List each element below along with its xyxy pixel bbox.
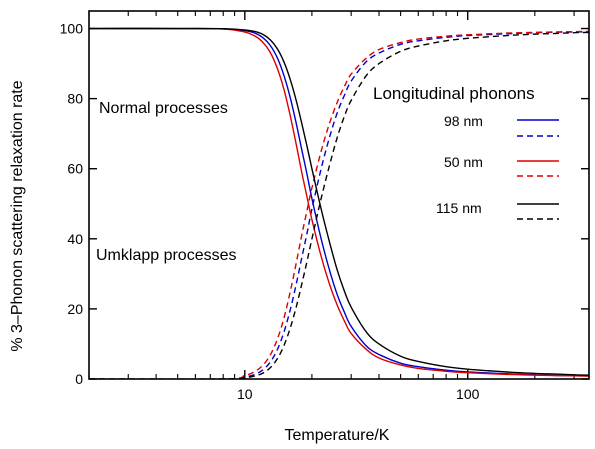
x-axis-ticks: 10 100 [237, 11, 480, 402]
series-line-115nm-dashed [89, 31, 589, 379]
series-line-50nm-dashed [89, 30, 589, 379]
x-axis-label: Temperature/K [285, 427, 390, 444]
plot-frame [88, 10, 590, 380]
y-tick-label: 40 [67, 231, 83, 247]
y-tick-label: 0 [75, 371, 83, 387]
annotation-umklapp-processes: Umklapp processes [96, 247, 237, 264]
legend-label-115nm: 115 nm [436, 200, 482, 216]
y-tick-label: 20 [67, 301, 83, 317]
y-axis-ticks: 0 20 40 60 80 100 [60, 21, 589, 387]
x-axis-minor-ticks [88, 11, 575, 379]
x-tick-label: 10 [237, 386, 253, 402]
y-axis-label: % 3–Phonon scattering relaxation rate [9, 80, 26, 351]
x-tick-label: 100 [456, 386, 480, 402]
series-line-50nm-solid [89, 27, 589, 377]
series-line-115nm-solid [89, 27, 589, 376]
legend: Longitudinal phonons 98 nm 50 nm 115 nm [373, 84, 559, 220]
y-tick-label: 80 [67, 91, 83, 107]
series-layer [89, 27, 589, 379]
legend-label-98nm: 98 nm [444, 113, 483, 129]
legend-title: Longitudinal phonons [373, 84, 535, 103]
series-line-98nm-solid [89, 27, 589, 377]
legend-label-50nm: 50 nm [444, 154, 483, 170]
y-tick-label: 100 [60, 21, 84, 37]
y-tick-label: 60 [67, 161, 83, 177]
annotation-normal-processes: Normal processes [99, 100, 228, 117]
